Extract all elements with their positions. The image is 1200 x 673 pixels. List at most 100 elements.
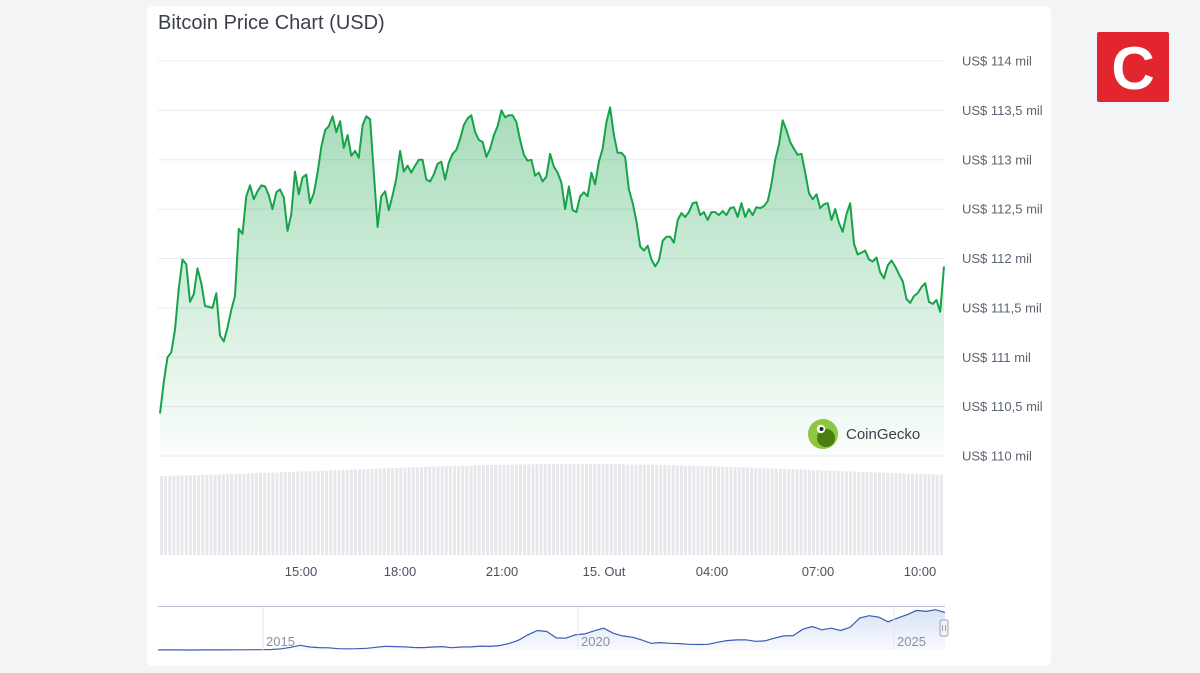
volume-bar (238, 473, 242, 555)
volume-bar (840, 471, 844, 555)
volume-bar (230, 474, 234, 555)
volume-bar (849, 471, 853, 555)
volume-bar (585, 464, 588, 555)
volume-bar (221, 474, 225, 555)
volume-bar (774, 468, 778, 555)
volume-bar (597, 464, 601, 555)
volume-bar (692, 465, 696, 555)
volume-bar (684, 465, 687, 555)
volume-bar (737, 467, 741, 555)
price-line (159, 106, 945, 414)
volume-bar (873, 472, 877, 555)
svg-text:C: C (1111, 35, 1154, 102)
volume-bar (882, 472, 886, 555)
volume-bar (514, 464, 518, 555)
volume-bar (465, 465, 469, 555)
volume-bar (370, 468, 374, 555)
volume-bar (605, 464, 609, 555)
volume-bar (560, 464, 564, 555)
volume-bar (325, 470, 329, 555)
navigator-line (158, 609, 946, 651)
volume-bar (184, 475, 188, 555)
volume-bar (733, 467, 737, 555)
volume-bar (807, 469, 811, 555)
volume-bar (399, 467, 403, 555)
volume-bar (378, 468, 382, 555)
volume-bar (457, 465, 461, 555)
volume-bar (630, 464, 634, 555)
volume-bar (486, 465, 489, 555)
volume-bar (758, 468, 762, 555)
volume-bar (395, 467, 399, 555)
navigator-handle[interactable] (939, 619, 949, 637)
y-tick-label: US$ 111,5 mil (962, 300, 1042, 315)
volume-bar (919, 474, 923, 555)
volume-bar (700, 466, 704, 555)
volume-bar (754, 467, 758, 555)
volume-bar (527, 464, 531, 555)
volume-bar (386, 468, 390, 555)
volume-bar (766, 468, 770, 555)
volume-bar (287, 472, 291, 555)
y-tick-label: US$ 112 mil (962, 251, 1032, 266)
volume-bar (259, 473, 262, 555)
volume-bar (519, 464, 522, 555)
volume-bar (770, 468, 774, 555)
x-tick-label: 15:00 (285, 564, 318, 579)
volume-bar (436, 466, 440, 555)
volume-bar (420, 467, 423, 555)
volume-bar (164, 475, 168, 555)
volume-bar (708, 466, 712, 555)
volume-bar (931, 474, 935, 555)
volume-bar (275, 472, 279, 555)
volume-bar (353, 469, 357, 555)
x-tick-label: 18:00 (384, 564, 417, 579)
volume-bar (510, 464, 514, 555)
volume-bar (444, 466, 448, 555)
y-tick-label: US$ 110,5 mil (962, 399, 1043, 414)
volume-bar (366, 469, 370, 555)
volume-bar (915, 473, 919, 555)
volume-bar (473, 465, 477, 555)
price-area (160, 107, 944, 457)
volume-bar (424, 466, 428, 555)
volume-bar (729, 466, 733, 555)
volume-bar (312, 471, 316, 555)
volume-bar (927, 474, 931, 555)
volume-bar (428, 466, 432, 555)
volume-bar (304, 471, 308, 555)
volume-bar (160, 475, 163, 555)
volume-bar (832, 470, 836, 555)
volume-bar (543, 464, 547, 555)
volume-bar (861, 471, 865, 555)
volume-bar (453, 465, 456, 555)
volume-bar (213, 474, 217, 555)
coingecko-label: CoinGecko (846, 426, 920, 443)
volume-bar (188, 475, 192, 555)
navigator-area (158, 609, 945, 650)
volume-bar (894, 473, 898, 555)
volume-bar (572, 464, 576, 555)
volume-bar (688, 465, 692, 555)
volume-bar (329, 470, 333, 555)
volume-bar (263, 472, 267, 555)
volume-bar (659, 464, 663, 555)
volume-bar (193, 475, 196, 555)
y-tick-label: US$ 112,5 mil (962, 202, 1043, 217)
y-tick-label: US$ 110 mil (962, 449, 1032, 464)
volume-bar (440, 466, 444, 555)
volume-bar (345, 469, 349, 555)
volume-bar (523, 464, 527, 555)
volume-bar (865, 472, 869, 555)
volume-bar (778, 468, 782, 555)
volume-bar (878, 472, 881, 555)
volume-bar (836, 471, 840, 555)
volume-bar (675, 465, 679, 555)
volume-bar (712, 466, 716, 555)
volume-bar (539, 464, 543, 555)
volume-bar (197, 475, 201, 555)
range-navigator[interactable]: 2015 2020 2025 (158, 606, 949, 651)
volume-bar (552, 464, 555, 555)
volume-bar (283, 472, 287, 555)
